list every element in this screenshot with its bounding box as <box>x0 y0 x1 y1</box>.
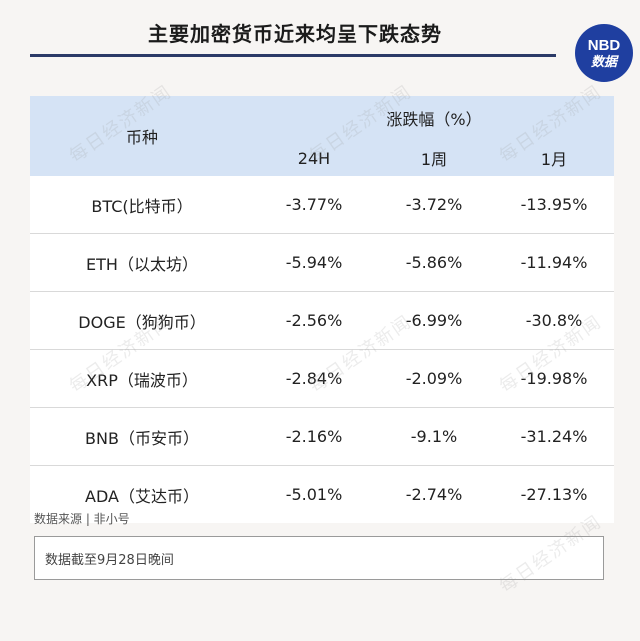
header-change: 涨跌幅（%） <box>254 96 614 140</box>
nbd-logo: NBD 数据 <box>575 24 633 82</box>
header-period-1m: 1月 <box>494 140 614 176</box>
change-1m: -27.13% <box>494 465 614 523</box>
change-24h: -2.56% <box>254 291 374 350</box>
coin-name: XRP（瑞波币） <box>30 349 254 408</box>
table-row: ADA（艾达币） -5.01% -2.74% -27.13% <box>30 465 614 523</box>
table-row: XRP（瑞波币） -2.84% -2.09% -19.98% <box>30 349 614 408</box>
table-body: BTC(比特币） -3.77% -3.72% -13.95% ETH（以太坊） … <box>30 176 614 523</box>
crypto-change-table-container: 币种 涨跌幅（%） 24H 1周 1月 BTC(比特币） -3.77% -3.7… <box>30 96 614 523</box>
change-24h: -2.84% <box>254 349 374 408</box>
note-box: 数据截至9月28日晚间 <box>34 536 604 580</box>
data-source: 数据来源 | 非小号 <box>34 512 130 526</box>
header-period-24h: 24H <box>254 140 374 176</box>
coin-name: ADA（艾达币） <box>30 465 254 523</box>
coin-name: DOGE（狗狗币） <box>30 291 254 350</box>
change-1m: -19.98% <box>494 349 614 408</box>
crypto-change-table: 币种 涨跌幅（%） 24H 1周 1月 BTC(比特币） -3.77% -3.7… <box>30 96 614 523</box>
note-text: 数据截至9月28日晚间 <box>45 553 174 568</box>
table-row: BTC(比特币） -3.77% -3.72% -13.95% <box>30 176 614 234</box>
table-header: 币种 涨跌幅（%） 24H 1周 1月 <box>30 96 614 176</box>
table-row: DOGE（狗狗币） -2.56% -6.99% -30.8% <box>30 291 614 350</box>
header-period-1w: 1周 <box>374 140 494 176</box>
coin-name: BTC(比特币） <box>30 176 254 234</box>
page-title: 主要加密货币近来均呈下跌态势 <box>148 22 442 46</box>
change-1m: -31.24% <box>494 407 614 466</box>
change-1w: -5.86% <box>374 233 494 292</box>
coin-name: BNB（币安币） <box>30 407 254 466</box>
coin-name: ETH（以太坊） <box>30 233 254 292</box>
change-24h: -2.16% <box>254 407 374 466</box>
change-24h: -3.77% <box>254 176 374 234</box>
header-coin: 币种 <box>30 96 254 176</box>
change-1m: -13.95% <box>494 176 614 234</box>
header: 主要加密货币近来均呈下跌态势 NBD 数据 <box>0 0 640 82</box>
table-row: ETH（以太坊） -5.94% -5.86% -11.94% <box>30 233 614 292</box>
change-1w: -9.1% <box>374 407 494 466</box>
change-1m: -30.8% <box>494 291 614 350</box>
logo-line1: NBD <box>587 36 621 54</box>
change-1w: -6.99% <box>374 291 494 350</box>
change-24h: -5.01% <box>254 465 374 523</box>
change-1m: -11.94% <box>494 233 614 292</box>
change-1w: -2.09% <box>374 349 494 408</box>
table-row: BNB（币安币） -2.16% -9.1% -31.24% <box>30 407 614 466</box>
logo-line2: 数据 <box>590 54 617 70</box>
change-1w: -2.74% <box>374 465 494 523</box>
change-1w: -3.72% <box>374 176 494 234</box>
title-underline <box>30 54 556 57</box>
change-24h: -5.94% <box>254 233 374 292</box>
